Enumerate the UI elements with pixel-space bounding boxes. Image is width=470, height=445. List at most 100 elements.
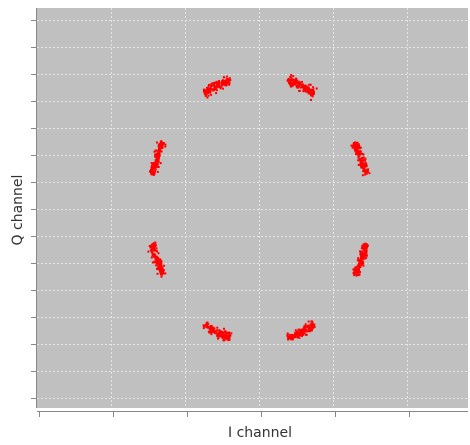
data-point-symbol-4 xyxy=(154,243,157,246)
data-point-symbol-0 xyxy=(361,157,364,160)
data-point-symbol-6 xyxy=(296,330,299,333)
data-point-symbol-2 xyxy=(215,82,218,85)
data-point-symbol-7 xyxy=(357,267,360,270)
data-point-symbol-7 xyxy=(356,269,359,272)
data-point-symbol-3 xyxy=(158,143,161,146)
data-point-symbol-3 xyxy=(161,142,164,145)
data-point-symbol-1 xyxy=(299,86,302,89)
data-point-symbol-1 xyxy=(290,83,293,86)
data-point-symbol-5 xyxy=(222,333,225,336)
data-point-symbol-4 xyxy=(156,268,158,270)
data-point-symbol-1 xyxy=(312,86,315,89)
data-point-symbol-5 xyxy=(217,334,220,337)
data-point-symbol-7 xyxy=(362,261,365,264)
data-point-symbol-1 xyxy=(293,83,296,86)
data-point-symbol-2 xyxy=(213,89,216,92)
data-point-symbol-3 xyxy=(154,155,157,158)
data-point-symbol-7 xyxy=(358,260,361,263)
data-point-symbol-0 xyxy=(356,149,359,152)
data-point-symbol-7 xyxy=(358,259,361,262)
data-point-symbol-6 xyxy=(286,334,289,337)
data-point-symbol-7 xyxy=(354,268,357,271)
data-point-symbol-2 xyxy=(226,81,229,84)
data-point-symbol-7 xyxy=(361,250,364,253)
data-point-symbol-6 xyxy=(311,320,314,323)
data-point-symbol-7 xyxy=(357,268,360,271)
data-point-symbol-3 xyxy=(153,164,156,167)
data-point-symbol-7 xyxy=(355,265,358,268)
data-point-symbol-6 xyxy=(304,326,307,328)
data-point-symbol-4 xyxy=(160,275,163,278)
data-point-symbol-0 xyxy=(359,162,362,165)
data-point-symbol-1 xyxy=(289,83,291,86)
data-point-symbol-4 xyxy=(147,250,150,253)
data-point-symbol-6 xyxy=(302,331,305,333)
data-point-symbol-1 xyxy=(305,90,308,93)
data-point-symbol-6 xyxy=(290,338,293,341)
data-point-symbol-2 xyxy=(210,93,213,96)
data-point-symbol-4 xyxy=(153,242,155,245)
data-point-symbol-3 xyxy=(150,172,153,175)
data-point-symbol-5 xyxy=(210,333,213,336)
data-point-symbol-4 xyxy=(160,260,163,263)
data-point-symbol-5 xyxy=(207,325,210,328)
data-point-symbol-0 xyxy=(367,168,370,171)
data-point-symbol-4 xyxy=(159,271,162,273)
data-point-symbol-7 xyxy=(360,247,363,250)
data-point-symbol-1 xyxy=(300,83,303,86)
data-point-symbol-3 xyxy=(156,153,159,156)
data-point-symbol-2 xyxy=(226,82,228,85)
data-point-symbol-7 xyxy=(361,260,364,263)
data-point-symbol-7 xyxy=(359,255,362,257)
data-point-symbol-0 xyxy=(358,152,361,155)
data-point-symbol-5 xyxy=(220,332,223,335)
data-point-symbol-0 xyxy=(361,166,364,169)
data-point-symbol-1 xyxy=(305,85,308,88)
data-point-symbol-4 xyxy=(155,250,158,253)
data-point-symbol-3 xyxy=(149,170,152,173)
data-point-symbol-4 xyxy=(148,244,151,247)
data-point-symbol-1 xyxy=(306,88,309,91)
data-point-symbol-5 xyxy=(206,326,209,329)
data-point-symbol-0 xyxy=(351,146,354,149)
data-point-symbol-7 xyxy=(359,259,362,261)
data-point-symbol-2 xyxy=(208,91,211,94)
data-point-symbol-0 xyxy=(368,172,371,175)
data-point-symbol-5 xyxy=(228,331,231,334)
data-point-symbol-2 xyxy=(206,92,209,95)
data-point-symbol-1 xyxy=(307,90,310,93)
data-point-symbol-2 xyxy=(222,82,225,85)
data-point-symbol-0 xyxy=(361,174,364,177)
data-point-symbol-1 xyxy=(303,84,306,87)
data-point-symbol-2 xyxy=(204,93,207,96)
data-point-symbol-6 xyxy=(305,333,307,336)
data-point-symbol-6 xyxy=(304,323,307,326)
data-point-symbol-0 xyxy=(360,152,363,155)
data-point-symbol-5 xyxy=(214,331,217,334)
data-point-symbol-6 xyxy=(295,331,298,334)
data-point-symbol-7 xyxy=(359,264,362,267)
data-point-symbol-0 xyxy=(356,143,359,146)
data-point-symbol-0 xyxy=(363,169,366,172)
data-point-symbol-7 xyxy=(366,244,369,247)
data-point-symbol-4 xyxy=(152,246,155,249)
data-point-symbol-1 xyxy=(309,92,312,95)
data-point-symbol-5 xyxy=(223,337,226,339)
data-point-symbol-2 xyxy=(220,85,222,88)
data-point-symbol-2 xyxy=(220,82,223,84)
data-point-symbol-2 xyxy=(202,90,205,93)
data-point-symbol-3 xyxy=(154,170,156,173)
data-point-symbol-1 xyxy=(287,79,289,81)
data-point-symbol-0 xyxy=(359,150,362,153)
data-point-symbol-3 xyxy=(158,146,160,149)
data-point-symbol-0 xyxy=(359,159,362,162)
data-point-symbol-3 xyxy=(156,164,159,167)
data-point-symbol-3 xyxy=(161,147,163,150)
data-point-symbol-4 xyxy=(150,256,153,259)
data-point-symbol-4 xyxy=(153,243,156,246)
data-point-symbol-6 xyxy=(287,337,290,340)
data-point-symbol-0 xyxy=(354,146,357,149)
data-point-symbol-6 xyxy=(309,325,312,327)
data-point-symbol-1 xyxy=(311,92,314,95)
